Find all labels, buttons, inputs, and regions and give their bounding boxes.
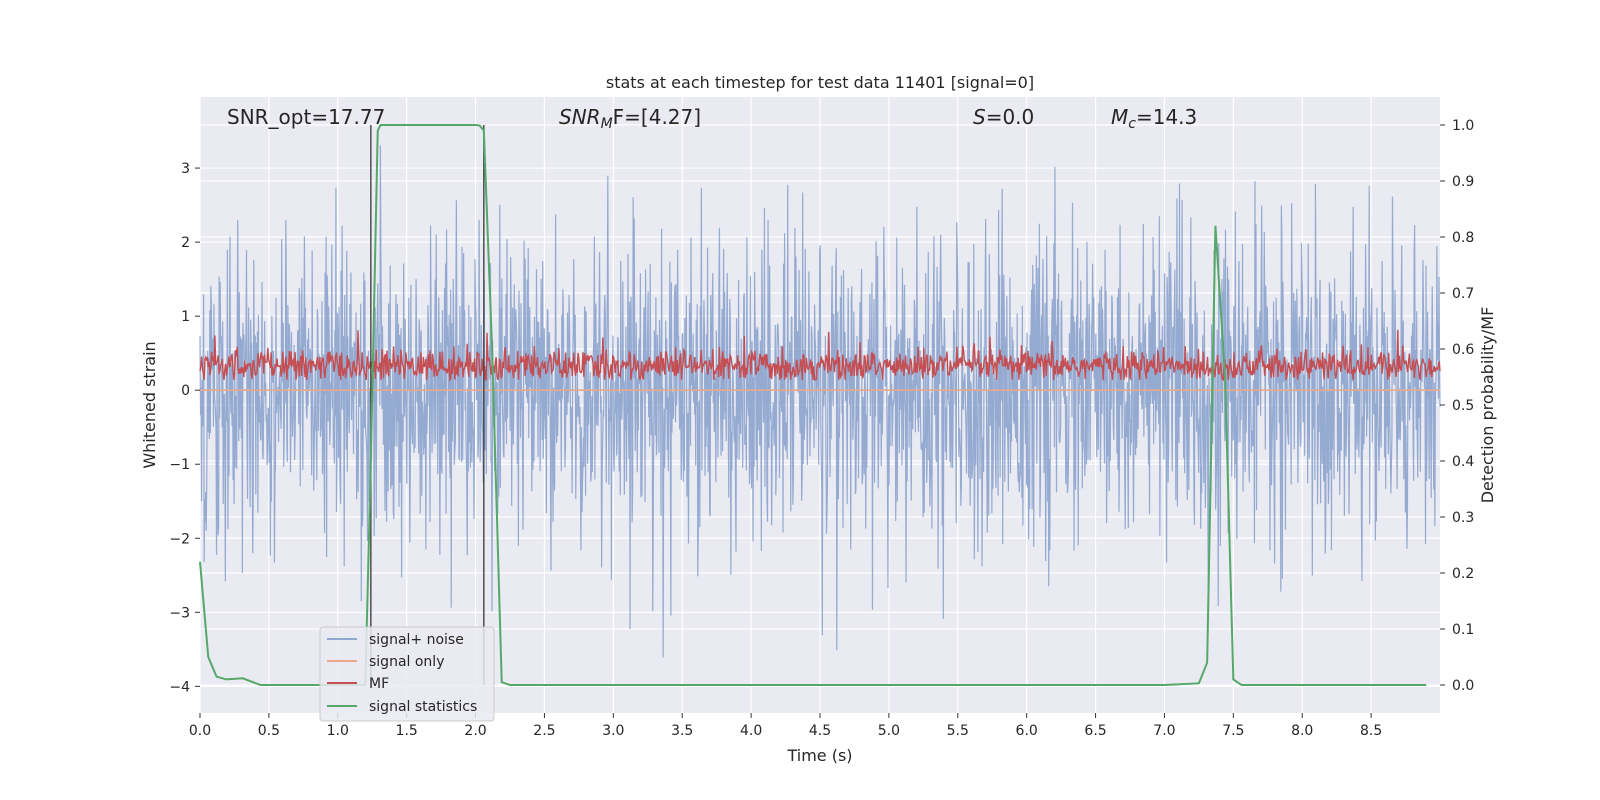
x-tick-label-13: 6.5 — [1084, 723, 1106, 739]
y-right-tick-label-5: 0.5 — [1452, 398, 1474, 414]
y-axis-right-label: Detection probability/MF — [1478, 307, 1497, 504]
legend-label-signal-only: signal only — [369, 654, 444, 670]
vertical-markers — [370, 125, 485, 685]
y-right-tick-label-6: 0.6 — [1452, 342, 1474, 358]
chart-title: stats at each timestep for test data 114… — [606, 73, 1034, 92]
legend-label-signal-noise: signal+ noise — [369, 632, 464, 648]
y-right-tick-label-0: 0.0 — [1452, 678, 1474, 694]
y-left-tick-label-0: −4 — [169, 679, 190, 695]
x-tick-label-8: 4.0 — [740, 723, 762, 739]
y-right-tick-label-2: 0.2 — [1452, 566, 1474, 582]
x-tick-label-11: 5.5 — [947, 723, 969, 739]
y-left-tick-label-3: −1 — [169, 457, 190, 473]
signal-statistics-line — [199, 124, 1427, 686]
x-tick-label-16: 8.0 — [1291, 723, 1313, 739]
y-axis-left-label: Whitened strain — [140, 341, 159, 468]
legend-box — [319, 626, 495, 722]
y-right-tick-label-7: 0.7 — [1452, 286, 1474, 302]
legend: signal+ noise signal only MF signal stat… — [319, 626, 495, 722]
y-right-tick-label-8: 0.8 — [1452, 230, 1474, 246]
series-signal-statistics — [199, 124, 1427, 686]
x-tick-label-2: 1.0 — [327, 723, 349, 739]
y-left-tick-label-2: −2 — [169, 531, 190, 547]
x-tick-label-14: 7.0 — [1153, 723, 1175, 739]
noise-line — [199, 145, 1441, 658]
mf-line — [199, 329, 1441, 382]
series-signal-noise — [199, 145, 1441, 658]
x-axis-label: Time (s) — [786, 746, 852, 765]
x-tick-label-5: 2.5 — [533, 723, 555, 739]
annotation-snr-mf: SNRMF=[4.27] — [559, 105, 701, 132]
y-left-tick-label-1: −3 — [169, 605, 190, 621]
y-left-tick-label-5: 1 — [181, 309, 190, 325]
y-left-tick-label-7: 3 — [181, 161, 190, 177]
x-tick-label-0: 0.0 — [189, 723, 211, 739]
annotation-s: S=0.0 — [973, 105, 1034, 129]
y-right-tick-label-10: 1.0 — [1452, 118, 1474, 134]
x-tick-label-3: 1.5 — [396, 723, 418, 739]
y-right-tick-label-4: 0.4 — [1452, 454, 1474, 470]
grid-layer — [199, 97, 1440, 713]
x-tick-label-17: 8.5 — [1360, 723, 1382, 739]
annotation-snr-opt: SNR_opt=17.77 — [227, 105, 385, 129]
y-right-tick-label-3: 0.3 — [1452, 510, 1474, 526]
x-tick-label-1: 0.5 — [258, 723, 280, 739]
y-right-tick-label-1: 0.1 — [1452, 622, 1474, 638]
x-tick-label-10: 5.0 — [878, 723, 900, 739]
x-tick-label-15: 7.5 — [1222, 723, 1244, 739]
x-tick-label-4: 2.0 — [464, 723, 486, 739]
annotation-mc: Mc=14.3 — [1111, 105, 1197, 132]
y-left-tick-label-4: 0 — [181, 383, 190, 399]
legend-label-signal-statistics: signal statistics — [369, 699, 477, 715]
series-mf — [199, 329, 1441, 382]
x-tick-label-12: 6.0 — [1016, 723, 1038, 739]
y-right-tick-label-9: 0.9 — [1452, 174, 1474, 190]
y-left-tick-label-6: 2 — [181, 235, 190, 251]
x-tick-label-9: 4.5 — [809, 723, 831, 739]
tick-layer: 0.0 0.5 1.0 1.5 2.0 2.5 3.0 3.5 4.0 4.5 5.0 5.5 6.0 6… — [169, 118, 1474, 739]
x-tick-label-6: 3.0 — [602, 723, 624, 739]
legend-label-mf: MF — [369, 676, 389, 692]
x-tick-label-7: 3.5 — [671, 723, 693, 739]
